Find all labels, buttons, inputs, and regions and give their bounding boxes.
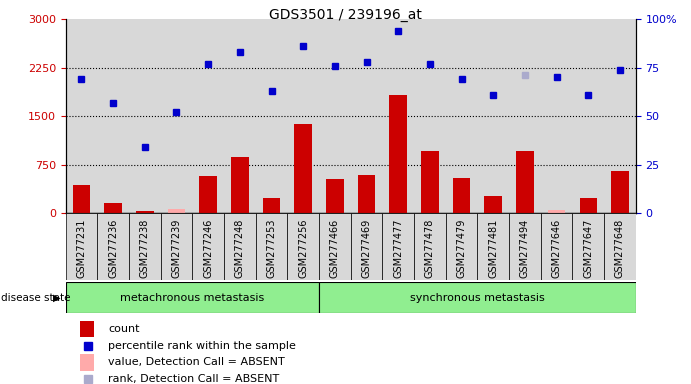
Bar <box>319 19 350 213</box>
Bar <box>256 19 287 213</box>
Text: count: count <box>108 324 140 334</box>
Bar <box>604 19 636 213</box>
Text: GSM277239: GSM277239 <box>171 218 182 278</box>
Text: GSM277236: GSM277236 <box>108 218 118 278</box>
Bar <box>66 282 319 313</box>
Text: synchronous metastasis: synchronous metastasis <box>410 293 545 303</box>
Bar <box>192 213 224 280</box>
Bar <box>129 19 160 213</box>
Bar <box>97 213 129 280</box>
Text: GSM277481: GSM277481 <box>489 218 498 278</box>
Bar <box>256 213 287 280</box>
Bar <box>382 19 414 213</box>
Text: GSM277469: GSM277469 <box>361 218 372 278</box>
Bar <box>350 213 382 280</box>
Text: GSM277466: GSM277466 <box>330 218 340 278</box>
Bar <box>446 19 477 213</box>
Text: GSM277647: GSM277647 <box>583 218 593 278</box>
Bar <box>160 19 192 213</box>
Bar <box>572 19 604 213</box>
Bar <box>484 196 502 213</box>
Bar <box>572 213 604 280</box>
Bar <box>611 171 629 213</box>
Bar <box>477 213 509 280</box>
Text: GSM277253: GSM277253 <box>267 218 276 278</box>
Bar <box>453 178 471 213</box>
Bar <box>382 213 414 280</box>
Bar <box>263 198 281 213</box>
Bar <box>477 19 509 213</box>
Bar <box>421 151 439 213</box>
Text: GSM277256: GSM277256 <box>299 218 308 278</box>
Text: GDS3501 / 239196_at: GDS3501 / 239196_at <box>269 8 422 22</box>
Text: ▶: ▶ <box>53 293 61 303</box>
Text: value, Detection Call = ABSENT: value, Detection Call = ABSENT <box>108 358 285 367</box>
Bar <box>548 210 565 213</box>
Bar <box>580 198 597 213</box>
Text: GSM277231: GSM277231 <box>77 218 86 278</box>
Bar <box>66 19 97 213</box>
Text: GSM277246: GSM277246 <box>203 218 213 278</box>
Text: GSM277646: GSM277646 <box>551 218 562 278</box>
Bar <box>231 157 249 213</box>
Bar <box>390 96 407 213</box>
Bar <box>224 213 256 280</box>
Bar <box>358 175 375 213</box>
Bar <box>414 19 446 213</box>
Text: disease state: disease state <box>1 293 71 303</box>
Bar <box>509 19 540 213</box>
Bar <box>540 19 572 213</box>
Bar <box>319 213 350 280</box>
Bar <box>160 213 192 280</box>
Text: metachronous metastasis: metachronous metastasis <box>120 293 265 303</box>
Bar <box>104 203 122 213</box>
Bar <box>287 19 319 213</box>
Bar <box>287 213 319 280</box>
Text: GSM277238: GSM277238 <box>140 218 150 278</box>
Bar <box>168 209 185 213</box>
Bar <box>66 213 97 280</box>
Bar <box>97 19 129 213</box>
Text: GSM277494: GSM277494 <box>520 218 530 278</box>
Bar <box>540 213 572 280</box>
Bar <box>80 321 94 337</box>
Bar <box>136 211 153 213</box>
Bar <box>319 282 636 313</box>
Bar <box>200 175 217 213</box>
Bar <box>73 185 91 213</box>
Bar <box>294 124 312 213</box>
Text: GSM277248: GSM277248 <box>235 218 245 278</box>
Bar <box>414 213 446 280</box>
Bar <box>516 151 533 213</box>
Bar <box>604 213 636 280</box>
Text: GSM277477: GSM277477 <box>393 218 403 278</box>
Bar <box>192 19 224 213</box>
Text: GSM277478: GSM277478 <box>425 218 435 278</box>
Text: percentile rank within the sample: percentile rank within the sample <box>108 341 296 351</box>
Bar <box>80 354 94 371</box>
Bar <box>129 213 160 280</box>
Bar <box>326 179 343 213</box>
Bar <box>509 213 540 280</box>
Text: rank, Detection Call = ABSENT: rank, Detection Call = ABSENT <box>108 374 280 384</box>
Text: GSM277479: GSM277479 <box>457 218 466 278</box>
Bar <box>224 19 256 213</box>
Bar <box>350 19 382 213</box>
Text: GSM277648: GSM277648 <box>615 218 625 278</box>
Bar <box>446 213 477 280</box>
